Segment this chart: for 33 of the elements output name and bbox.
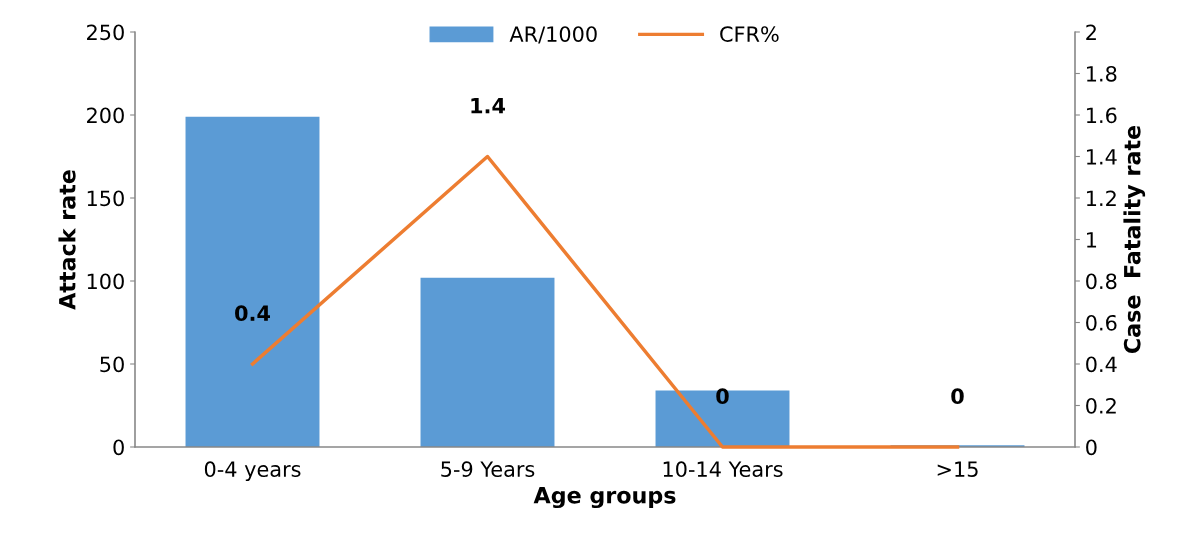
y2-tick-label: 1.6 xyxy=(1087,107,1117,124)
legend-label: CFR% xyxy=(720,26,779,42)
x-tick-label: 0-4 years xyxy=(204,461,301,482)
y2-tick-label: 1.2 xyxy=(1087,190,1116,206)
bar xyxy=(185,116,320,447)
bar xyxy=(655,390,790,447)
x-tick-label: 10-14 Years xyxy=(663,461,783,478)
y-tick-label: 50 xyxy=(100,356,124,373)
y2-axis-title: Case Fatality rate xyxy=(1123,125,1146,354)
y2-tick-label: 0.6 xyxy=(1086,314,1117,331)
y-tick-label: 250 xyxy=(87,24,124,41)
legend-label: AR/1000 xyxy=(509,26,597,44)
x-tick-label: 5-9 Years xyxy=(441,461,535,478)
y-tick-label: 150 xyxy=(87,190,124,207)
data-label: 1.4 xyxy=(471,98,505,114)
y2-tick-label: 1 xyxy=(1087,232,1097,248)
y-tick-label: 200 xyxy=(87,107,124,124)
data-label: 0.4 xyxy=(235,305,270,322)
y2-tick-label: 2 xyxy=(1086,24,1096,40)
y2-tick-label: 1.4 xyxy=(1087,149,1117,165)
y2-tick-label: 0.2 xyxy=(1086,397,1116,414)
y2-tick-label: 0.4 xyxy=(1086,356,1117,373)
x-tick-label: >15 xyxy=(937,461,978,478)
y-axis-title: Attack rate xyxy=(58,170,76,310)
y-tick-label: 100 xyxy=(87,273,124,290)
data-label: 0 xyxy=(716,388,729,405)
y2-tick-label: 0.8 xyxy=(1086,273,1117,290)
x-axis-title: Age groups xyxy=(533,487,676,509)
bar xyxy=(420,277,555,447)
y2-tick-label: 1.8 xyxy=(1087,65,1117,82)
y2-tick-label: 0 xyxy=(1086,439,1097,456)
y-tick-label: 0 xyxy=(113,439,124,456)
data-label: 0 xyxy=(951,388,964,405)
